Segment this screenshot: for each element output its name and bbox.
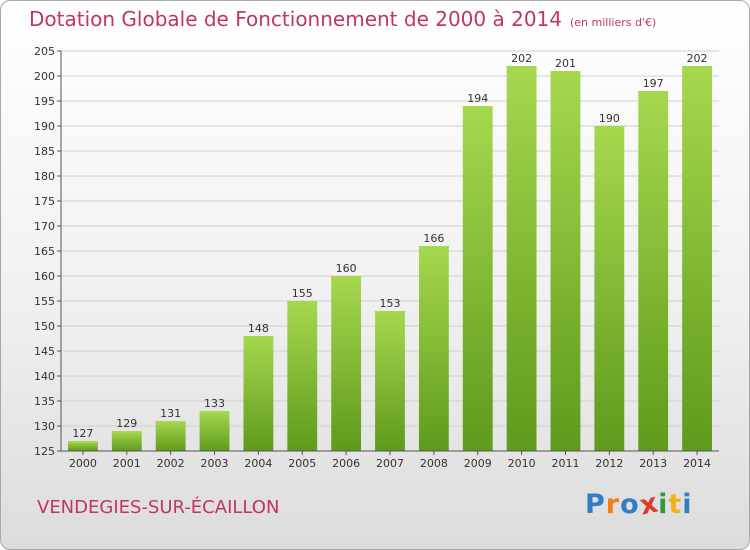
bar-2014 — [682, 66, 712, 451]
y-tick-label: 200 — [34, 70, 55, 83]
data-label-2004: 148 — [248, 322, 269, 335]
x-tick-label-2003: 2003 — [201, 457, 229, 470]
logo-letter: i — [682, 489, 693, 520]
data-label-2003: 133 — [204, 397, 225, 410]
data-label-2011: 201 — [555, 57, 576, 70]
x-tick-label-2001: 2001 — [113, 457, 141, 470]
chart-title: Dotation Globale de Fonctionnement de 20… — [29, 7, 656, 31]
x-tick-label-2012: 2012 — [595, 457, 623, 470]
chart-title-text: Dotation Globale de Fonctionnement de 20… — [29, 7, 562, 31]
bar-2008 — [418, 246, 449, 451]
bars: 127 129 131 133 148 155 160 153 166 194 202 201 190 1… — [68, 52, 712, 451]
bar-top-2005 — [287, 301, 318, 303]
city-name: VENDEGIES-SUR-ÉCAILLON — [37, 497, 280, 518]
data-label-2013: 197 — [643, 77, 664, 90]
bar-top-2006 — [331, 276, 362, 278]
x-tick-label-2008: 2008 — [420, 457, 448, 470]
data-label-2000: 127 — [72, 427, 93, 440]
bar-top-2003 — [199, 411, 230, 413]
bar-2001 — [111, 431, 142, 451]
x-tick-label-2013: 2013 — [639, 457, 667, 470]
y-tick-label: 145 — [34, 345, 55, 358]
data-label-2012: 190 — [599, 112, 620, 125]
data-label-2005: 155 — [292, 287, 313, 300]
y-tick-label: 130 — [34, 420, 55, 433]
bar-2003 — [199, 411, 230, 451]
bar-2010 — [506, 66, 537, 451]
bar-top-2011 — [550, 71, 581, 73]
y-tick-label: 195 — [34, 95, 55, 108]
bar-top-2013 — [638, 91, 669, 93]
x-tick-label-2009: 2009 — [464, 457, 492, 470]
x-tick-label-2007: 2007 — [376, 457, 404, 470]
logo-letter: i — [658, 489, 669, 520]
logo-letter: o — [620, 489, 640, 520]
y-tick-label: 185 — [34, 145, 55, 158]
data-label-2002: 131 — [160, 407, 181, 420]
bar-top-2004 — [243, 336, 274, 338]
y-tick-label: 135 — [34, 395, 55, 408]
data-label-2006: 160 — [336, 262, 357, 275]
bar-2013 — [638, 91, 669, 451]
y-tick-label: 205 — [34, 45, 55, 58]
bar-top-2000 — [68, 441, 98, 443]
bar-2012 — [594, 126, 625, 451]
y-tick-label: 125 — [34, 445, 55, 458]
x-tick-label-2004: 2004 — [244, 457, 272, 470]
y-tick-label: 165 — [34, 245, 55, 258]
bar-2000 — [68, 441, 98, 451]
x-tick-label-2010: 2010 — [508, 457, 536, 470]
x-tick-label-2000: 2000 — [69, 457, 97, 470]
data-label-2009: 194 — [467, 92, 488, 105]
logo-letter: r — [605, 489, 621, 520]
bar-top-2010 — [506, 66, 537, 68]
bar-2011 — [550, 71, 581, 451]
bar-top-2008 — [418, 246, 449, 248]
x-tick-label-2006: 2006 — [332, 457, 360, 470]
bar-2009 — [462, 106, 493, 451]
bar-top-2009 — [462, 106, 493, 108]
y-tick-label: 170 — [34, 220, 55, 233]
bar-top-2002 — [155, 421, 186, 423]
bar-2005 — [287, 301, 318, 451]
bar-2004 — [243, 336, 274, 451]
bar-2006 — [331, 276, 362, 451]
data-label-2008: 166 — [423, 232, 444, 245]
logo-letter: P — [585, 489, 606, 520]
data-label-2007: 153 — [380, 297, 401, 310]
unit-note: (en milliers d'€) — [570, 16, 657, 29]
proxiti-logo: Proxiti — [585, 487, 693, 521]
bar-top-2007 — [375, 311, 405, 313]
data-label-2014: 202 — [687, 52, 708, 65]
logo-letter: t — [668, 489, 683, 520]
data-label-2010: 202 — [511, 52, 532, 65]
x-tick-label-2011: 2011 — [551, 457, 579, 470]
x-tick-label-2014: 2014 — [683, 457, 711, 470]
bar-top-2001 — [111, 431, 142, 433]
bar-2007 — [375, 311, 405, 451]
x-tick-label-2002: 2002 — [157, 457, 185, 470]
x-tick-label-2005: 2005 — [288, 457, 316, 470]
bar-top-2012 — [594, 126, 625, 128]
y-tick-label: 175 — [34, 195, 55, 208]
bar-2002 — [155, 421, 186, 451]
y-tick-label: 180 — [34, 170, 55, 183]
y-tick-label: 150 — [34, 320, 55, 333]
data-label-2001: 129 — [116, 417, 137, 430]
axes: 125 130 135 140 145 150 155 160 165 170 175 180 185 1… — [34, 45, 719, 470]
y-tick-label: 140 — [34, 370, 55, 383]
y-tick-label: 160 — [34, 270, 55, 283]
bar-top-2014 — [682, 66, 712, 68]
y-tick-label: 190 — [34, 120, 55, 133]
y-tick-label: 155 — [34, 295, 55, 308]
